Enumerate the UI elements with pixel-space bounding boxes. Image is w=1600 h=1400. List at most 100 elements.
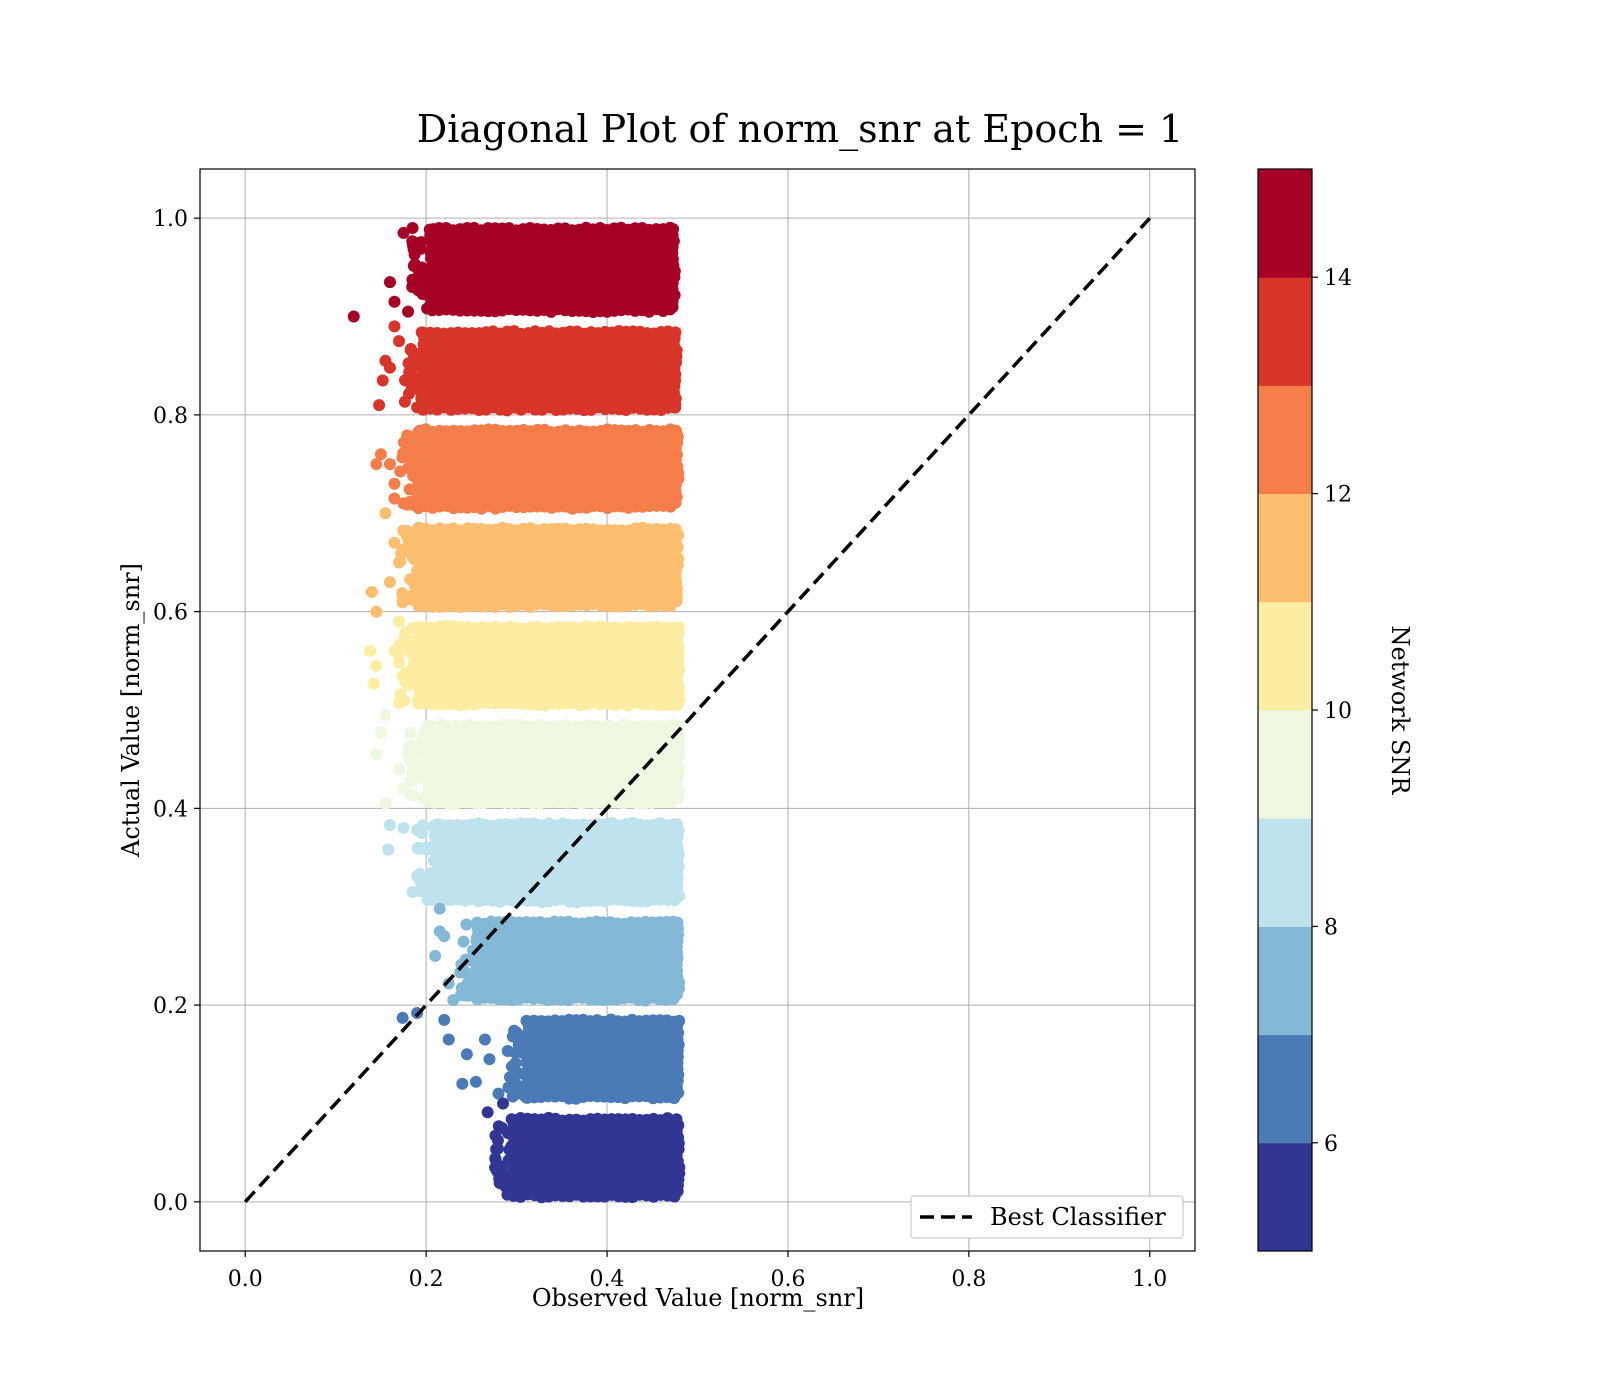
colorbar-tick-label: 10 bbox=[1324, 699, 1352, 724]
scatter-point bbox=[416, 772, 429, 785]
scatter-point bbox=[667, 993, 680, 1006]
scatter-band bbox=[392, 619, 686, 712]
scatter-outlier-point bbox=[364, 644, 377, 657]
scatter-point bbox=[668, 894, 681, 907]
colorbar-segment bbox=[1258, 385, 1312, 495]
scatter-point bbox=[413, 759, 426, 772]
scatter-outlier-point bbox=[429, 949, 442, 962]
scatter-point bbox=[406, 550, 419, 563]
legend-box bbox=[910, 1195, 1184, 1239]
scatter-point bbox=[398, 395, 411, 408]
scatter-point bbox=[427, 854, 440, 867]
scatter-outlier-point bbox=[447, 994, 460, 1007]
scatter-point bbox=[671, 621, 684, 634]
scatter-point bbox=[492, 1120, 505, 1133]
scatter-point bbox=[664, 522, 677, 535]
scatter-point bbox=[411, 575, 424, 588]
scatter-point bbox=[509, 1028, 522, 1041]
scatter-point bbox=[666, 718, 679, 731]
colorbar-segment bbox=[1258, 1034, 1312, 1144]
scatter-outlier-point bbox=[537, 1185, 550, 1198]
scatter-band-core bbox=[423, 332, 676, 409]
scatter-outlier-point bbox=[388, 644, 401, 657]
scatter-point bbox=[471, 931, 484, 944]
scatter-outlier-point bbox=[374, 726, 387, 739]
scatter-outlier-point bbox=[397, 822, 410, 835]
scatter-outlier-point bbox=[402, 305, 415, 318]
scatter-band-core bbox=[418, 627, 678, 704]
scatter-outlier-point bbox=[397, 782, 410, 795]
x-tick-label: 0.8 bbox=[951, 1267, 986, 1292]
scatter-outlier-point bbox=[383, 276, 396, 289]
x-axis-label: Observed Value [norm_snr] bbox=[532, 1284, 864, 1312]
colorbar-segment bbox=[1258, 277, 1312, 386]
y-axis-ticks: 0.0 0.2 0.4 0.6 0.8 1.0 bbox=[153, 207, 200, 1216]
scatter-point bbox=[409, 662, 422, 675]
colorbar-segment bbox=[1258, 710, 1312, 819]
scatter-point bbox=[396, 596, 409, 609]
scatter-outlier-point bbox=[508, 1126, 521, 1139]
scatter-outliers bbox=[347, 222, 550, 1198]
scatter-outlier-point bbox=[492, 1087, 505, 1100]
scatter-point bbox=[402, 357, 415, 370]
scatter-point bbox=[667, 915, 680, 928]
scatter-point bbox=[396, 543, 409, 556]
scatter-outlier-point bbox=[376, 374, 389, 387]
colorbar: 6 8 10 12 14 Network SNR bbox=[1257, 168, 1414, 1252]
colorbar-segment bbox=[1258, 926, 1312, 1036]
scatter-outlier-point bbox=[383, 458, 396, 471]
scatter-point bbox=[421, 893, 434, 906]
scatter-point bbox=[397, 447, 410, 460]
scatter-band bbox=[411, 816, 686, 909]
scatter-point bbox=[423, 223, 436, 236]
scatter-point bbox=[671, 698, 684, 711]
scatter-point bbox=[413, 347, 426, 360]
scatter-outlier-point bbox=[469, 1075, 482, 1088]
scatter-outlier-point bbox=[365, 585, 378, 598]
scatter-point bbox=[668, 818, 681, 831]
scatter-point bbox=[664, 600, 677, 613]
scatter-outlier-point bbox=[406, 222, 419, 235]
scatter-point bbox=[403, 366, 416, 379]
colorbar-segment bbox=[1258, 1142, 1312, 1252]
scatter-point bbox=[470, 966, 483, 979]
y-axis-label: Actual Value [norm_snr] bbox=[117, 563, 145, 858]
scatter-points bbox=[392, 221, 686, 1204]
scatter-point bbox=[403, 483, 416, 496]
scatter-point bbox=[668, 1092, 681, 1105]
scatter-outlier-point bbox=[438, 930, 451, 943]
scatter-outlier-point bbox=[373, 399, 386, 412]
scatter-outlier-point bbox=[393, 335, 405, 348]
scatter-point bbox=[394, 465, 407, 478]
scatter-point bbox=[460, 918, 473, 931]
scatter-outlier-point bbox=[388, 320, 401, 333]
scatter-point bbox=[459, 986, 472, 999]
scatter-outlier-point bbox=[382, 843, 395, 856]
scatter-point bbox=[664, 500, 677, 513]
scatter-point bbox=[408, 258, 421, 271]
scatter-point bbox=[424, 252, 437, 265]
scatter-band bbox=[406, 221, 681, 319]
scatter-outlier-point bbox=[388, 536, 401, 549]
scatter-band bbox=[501, 1013, 686, 1105]
y-tick-label: 0.2 bbox=[153, 994, 188, 1019]
scatter-outlier-point bbox=[526, 1176, 539, 1189]
colorbar-segment bbox=[1258, 169, 1312, 278]
scatter-point bbox=[405, 463, 418, 476]
colorbar-tick-label: 6 bbox=[1324, 1132, 1338, 1157]
scatter-outlier-point bbox=[406, 885, 419, 898]
colorbar-segments bbox=[1258, 169, 1312, 1252]
scatter-point bbox=[664, 423, 677, 436]
scatter-point bbox=[411, 739, 424, 752]
scatter-outlier-point bbox=[481, 1106, 494, 1119]
scatter-outlier-point bbox=[379, 507, 392, 520]
scatter-outlier-point bbox=[370, 659, 383, 672]
scatter-band bbox=[394, 423, 685, 515]
scatter-point bbox=[501, 1188, 514, 1201]
scatter-outlier-point bbox=[510, 1141, 523, 1154]
x-tick-label: 0.6 bbox=[770, 1267, 805, 1292]
scatter-point bbox=[668, 1015, 681, 1028]
x-axis-ticks: 0.0 0.2 0.4 0.6 0.8 1.0 bbox=[228, 1251, 1167, 1292]
y-tick-label: 1.0 bbox=[153, 207, 188, 232]
